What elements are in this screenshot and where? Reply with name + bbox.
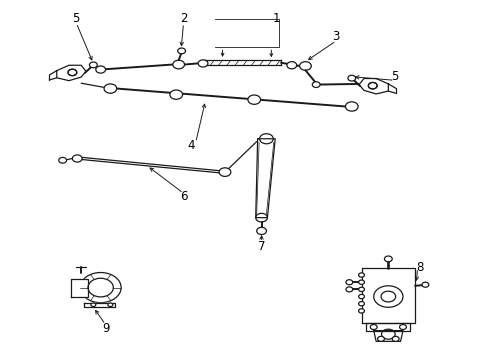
- Circle shape: [347, 75, 355, 81]
- Circle shape: [367, 82, 376, 89]
- Circle shape: [358, 273, 364, 277]
- Circle shape: [72, 155, 82, 162]
- Circle shape: [219, 168, 230, 176]
- Circle shape: [384, 256, 391, 262]
- Text: 5: 5: [390, 69, 398, 82]
- Polygon shape: [366, 323, 409, 330]
- Circle shape: [358, 309, 364, 313]
- Circle shape: [259, 134, 273, 144]
- Circle shape: [91, 303, 96, 307]
- Circle shape: [89, 62, 97, 68]
- Text: 4: 4: [187, 139, 194, 152]
- Circle shape: [286, 62, 296, 69]
- Circle shape: [172, 60, 184, 69]
- Circle shape: [198, 60, 207, 67]
- Circle shape: [345, 280, 352, 285]
- Circle shape: [399, 324, 406, 329]
- Text: 7: 7: [257, 240, 265, 253]
- Polygon shape: [71, 279, 88, 297]
- Circle shape: [247, 95, 260, 104]
- Circle shape: [59, 157, 66, 163]
- Text: 1: 1: [272, 12, 279, 25]
- Circle shape: [369, 324, 376, 329]
- Text: 5: 5: [72, 12, 80, 25]
- Polygon shape: [57, 65, 86, 81]
- Circle shape: [391, 336, 398, 341]
- Circle shape: [108, 303, 113, 307]
- Text: 6: 6: [180, 190, 187, 203]
- Circle shape: [96, 66, 105, 73]
- Circle shape: [345, 102, 357, 111]
- Circle shape: [377, 336, 384, 341]
- Polygon shape: [373, 330, 402, 341]
- Circle shape: [358, 287, 364, 292]
- Circle shape: [104, 84, 117, 93]
- Polygon shape: [361, 268, 414, 323]
- Polygon shape: [358, 78, 387, 94]
- Circle shape: [177, 48, 185, 54]
- Text: 9: 9: [102, 322, 109, 335]
- Circle shape: [312, 82, 320, 87]
- Circle shape: [169, 90, 182, 99]
- Text: 8: 8: [415, 261, 423, 274]
- Polygon shape: [83, 303, 115, 307]
- Circle shape: [68, 69, 77, 76]
- Circle shape: [358, 280, 364, 284]
- Polygon shape: [255, 139, 275, 218]
- Text: 2: 2: [180, 12, 187, 25]
- Circle shape: [358, 302, 364, 306]
- Circle shape: [345, 287, 352, 292]
- Circle shape: [256, 227, 266, 234]
- Circle shape: [421, 282, 428, 287]
- Polygon shape: [205, 60, 281, 65]
- Circle shape: [299, 62, 311, 70]
- Circle shape: [255, 213, 267, 222]
- Text: 3: 3: [332, 30, 339, 43]
- Circle shape: [358, 294, 364, 299]
